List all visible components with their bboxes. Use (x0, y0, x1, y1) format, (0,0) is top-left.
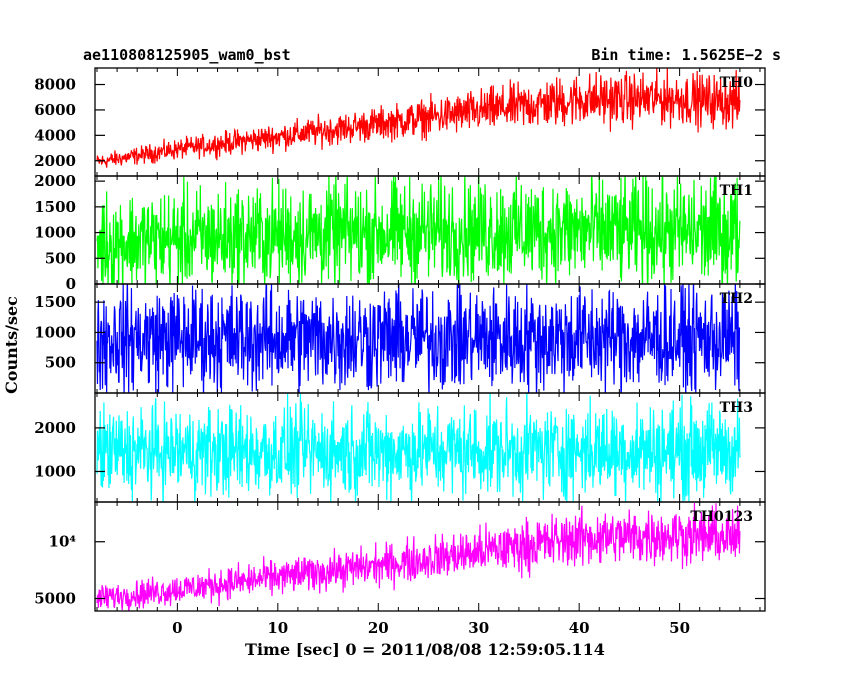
title-left: ae110808125905_wam0_bst (83, 46, 291, 64)
axes-group: TH02000400060008000TH10500100015002000TH… (34, 67, 766, 637)
x-axis-label: Time [sec] 0 = 2011/08/08 12:59:05.114 (245, 640, 605, 659)
panel-label-th3: TH3 (720, 400, 753, 416)
x-tick-label: 40 (569, 619, 590, 637)
x-tick-label: 20 (368, 619, 389, 637)
y-axis-label: Counts/sec (2, 296, 21, 394)
y-tick-label: 500 (45, 354, 76, 372)
panel-label-th2: TH2 (720, 291, 753, 307)
series-th2-line (96, 284, 741, 393)
y-tick-label: 500 (45, 249, 76, 267)
panel-label-th1: TH1 (720, 183, 753, 199)
y-tick-label: 2000 (34, 172, 76, 190)
y-tick-label: 1000 (34, 323, 76, 341)
y-tick-label: 2000 (34, 152, 76, 170)
y-tick-label: 1000 (34, 462, 76, 480)
panel-label-th0: TH0 (720, 75, 754, 91)
series-th0123-line (96, 502, 741, 611)
x-tick-label: 0 (172, 619, 182, 637)
series-th0-line (96, 68, 741, 168)
y-tick-label: 2000 (34, 419, 76, 437)
x-tick-label: 30 (468, 619, 489, 637)
y-tick-label: 6000 (34, 101, 76, 119)
y-tick-label: 4000 (34, 126, 76, 144)
series-th1-line (96, 176, 741, 284)
x-tick-label: 10 (267, 619, 288, 637)
y-tick-label: 0 (66, 275, 76, 293)
x-tick-label: 50 (669, 619, 690, 637)
y-tick-label: 1500 (34, 293, 76, 311)
y-tick-label: 1500 (34, 198, 76, 216)
y-tick-label: 8000 (34, 76, 76, 94)
y-tick-label: 1000 (34, 224, 76, 242)
series-th3-line (96, 393, 741, 502)
y-tick-label: 10⁴ (49, 533, 77, 551)
panel-label-th0123: TH0123 (690, 509, 753, 525)
panels-group (96, 68, 741, 611)
panel-frame-th0123 (94, 501, 766, 612)
y-tick-label: 5000 (34, 590, 76, 608)
title-right: Bin time: 1.5625E−2 s (591, 46, 781, 64)
